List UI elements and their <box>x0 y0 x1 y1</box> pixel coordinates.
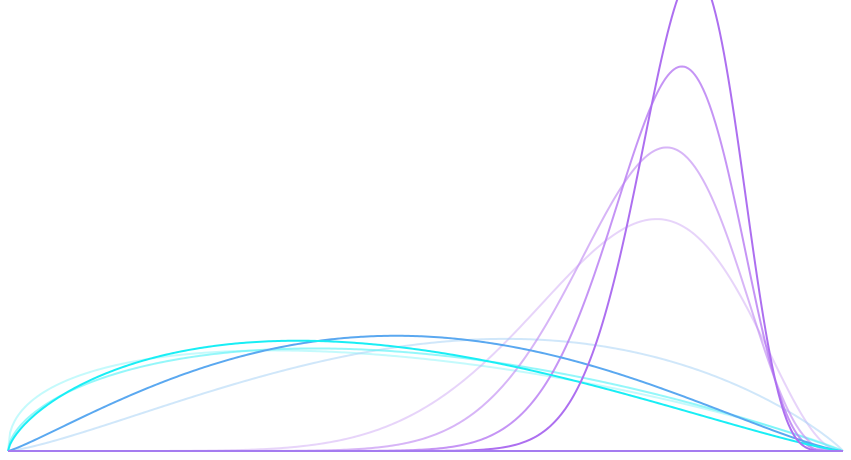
curves-group <box>7 0 844 452</box>
series-3-line <box>7 339 844 452</box>
series-5-line <box>7 349 844 452</box>
series-6-line <box>8 0 843 452</box>
series-4-line <box>7 347 844 452</box>
series-8-line <box>8 146 843 452</box>
series-2-line <box>7 337 844 452</box>
series-1-line <box>7 334 844 452</box>
